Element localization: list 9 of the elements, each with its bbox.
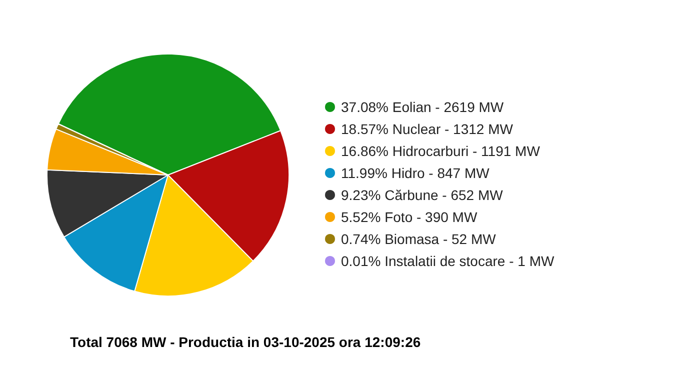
text: Total 7068 MW - Productia in 03-10-2025 ora 12:09:26 xyxy=(70,334,421,350)
legend-label: 9.23% Cărbune - 652 MW xyxy=(341,187,504,203)
legend-label: 37.08% Eolian - 2619 MW xyxy=(341,99,504,115)
legend-label: 16.86% Hidrocarburi - 1191 MW xyxy=(341,143,541,159)
legend-label: 5.52% Foto - 390 MW xyxy=(341,209,478,225)
legend-label: 0.74% Biomasa - 52 MW xyxy=(341,231,497,247)
legend-label: 0.01% Instalatii de stocare - 1 MW xyxy=(341,253,555,269)
legend-label: 11.99% Hidro - 847 MW xyxy=(341,165,490,181)
legend-label: 18.57% Nuclear - 1312 MW xyxy=(341,121,514,137)
